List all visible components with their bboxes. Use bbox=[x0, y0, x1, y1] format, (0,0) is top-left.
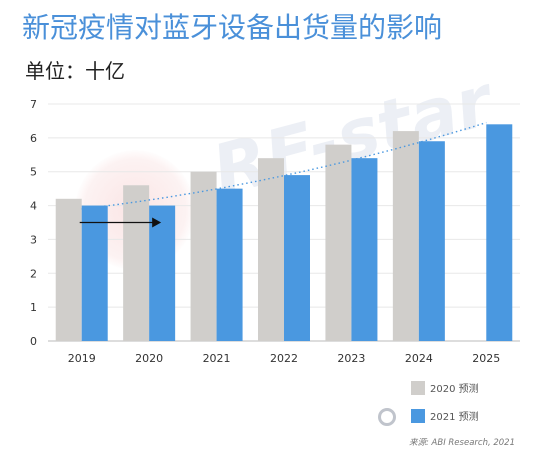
brand-logo bbox=[378, 404, 398, 429]
legend: 2020 预测 2021 预测 bbox=[411, 381, 479, 423]
bar-forecast-2020 bbox=[55, 198, 82, 341]
x-tick-label: 2020 bbox=[135, 352, 163, 365]
bar-forecast-2021 bbox=[284, 175, 310, 341]
brand-logo-icon bbox=[378, 408, 396, 426]
x-tick-label: 2022 bbox=[270, 352, 298, 365]
legend-swatch bbox=[411, 381, 425, 395]
y-tick-label: 5 bbox=[30, 166, 37, 179]
trend-line bbox=[81, 121, 487, 210]
y-tick-label: 7 bbox=[30, 98, 37, 111]
legend-label: 2021 预测 bbox=[430, 410, 479, 423]
y-tick-label: 2 bbox=[30, 267, 37, 280]
bar-forecast-2020 bbox=[123, 185, 150, 341]
y-axis: 0 1 2 3 4 5 6 7 bbox=[30, 98, 37, 348]
bar-forecast-2020 bbox=[392, 131, 419, 341]
bar-forecast-2020 bbox=[258, 158, 284, 341]
annotation bbox=[79, 217, 162, 228]
bar-forecast-2020 bbox=[325, 144, 352, 341]
legend-label: 2020 预测 bbox=[430, 382, 479, 395]
x-tick-label: 2019 bbox=[68, 352, 96, 365]
bar-forecast-2021 bbox=[149, 205, 176, 341]
chart-title: 新冠疫情对蓝牙设备出货量的影响 bbox=[22, 11, 443, 44]
y-tick-label: 6 bbox=[30, 132, 37, 145]
x-tick-label: 2024 bbox=[405, 352, 433, 365]
bar-forecast-2020 bbox=[190, 171, 217, 341]
x-axis: 2019 2020 2021 2022 2023 2024 2025 bbox=[68, 352, 501, 365]
chart-subtitle: 单位：十亿 bbox=[25, 59, 125, 83]
y-tick-label: 4 bbox=[30, 200, 37, 213]
y-tick-label: 0 bbox=[30, 335, 37, 348]
trend-line-path bbox=[81, 121, 487, 210]
source-note: 来源: ABI Research, 2021 bbox=[408, 438, 515, 448]
x-tick-label: 2021 bbox=[203, 352, 231, 365]
bar-forecast-2021 bbox=[81, 205, 108, 341]
annotation-arrow-head bbox=[152, 217, 162, 228]
y-tick-label: 3 bbox=[30, 233, 37, 246]
bar-forecast-2021 bbox=[418, 141, 445, 341]
legend-swatch bbox=[411, 409, 425, 423]
bars bbox=[55, 124, 513, 341]
bar-forecast-2021 bbox=[486, 124, 513, 341]
bar-forecast-2021 bbox=[216, 188, 243, 341]
bar-forecast-2021 bbox=[351, 158, 378, 341]
y-tick-label: 1 bbox=[30, 301, 37, 314]
x-tick-label: 2025 bbox=[472, 352, 500, 365]
x-tick-label: 2023 bbox=[337, 352, 365, 365]
